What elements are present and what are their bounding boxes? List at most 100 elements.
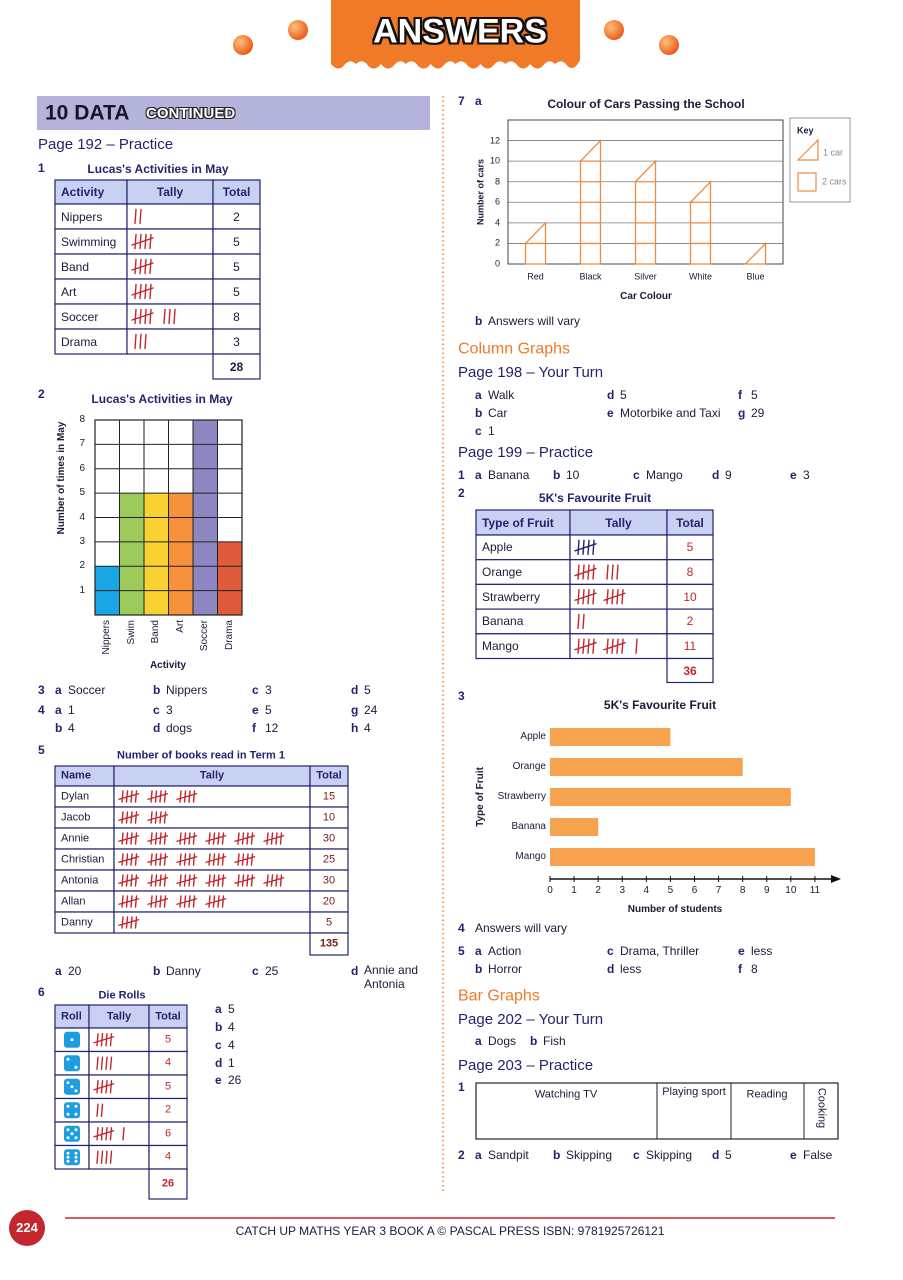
answer-letter: c [153,702,160,717]
tally [118,790,198,803]
tally [93,1127,125,1141]
grand-total: 135 [319,937,339,950]
question-number: 3 [458,688,465,703]
die-pip [74,1065,78,1069]
chart-title: Colour of Cars Passing the School [547,96,745,111]
answer-text: 4 [68,720,75,735]
answer-text: 25 [265,963,279,978]
answer-text: Car [488,405,508,420]
answer-letter: e [790,1147,797,1162]
x-tick-label: Black [579,271,602,282]
x-tick-label: 9 [763,885,770,896]
y-tick-label: Apple [520,731,546,742]
answer-letter: d [712,1147,720,1162]
page-heading: Page 203 – Practice [458,1057,594,1074]
column-header: Tally [106,1009,132,1022]
header-title: ANSWERS [373,12,547,51]
die-pip [74,1104,78,1108]
answer-text: Soccer [68,682,106,697]
answer-letter: f [252,720,256,735]
table-cell [113,806,311,829]
row-label: Art [61,284,77,299]
row-total: 4 [164,1056,172,1069]
answer-letter: e [607,405,614,420]
answer-letter: a [215,1001,222,1016]
y-tick-label: 7 [79,438,85,450]
table-cell [212,278,261,305]
tally [574,638,638,654]
answer-text: 5 [751,387,758,402]
header-tab [331,0,580,69]
bar [550,788,791,806]
answer-letter: c [215,1037,222,1052]
x-tick-label: 11 [809,885,821,896]
table-cell [113,785,311,808]
row-total: 2 [164,1103,172,1116]
y-tick-label: Strawberry [497,791,546,802]
answer-text: Answers will vary [488,313,581,328]
decor-dot [659,35,679,55]
answer-text: Horror [488,961,523,976]
tally [574,539,597,556]
column-header: Tally [199,769,225,782]
tally [118,853,256,866]
table-title: 5K's Favourite Fruit [538,490,652,505]
y-tick-label: 1 [79,584,85,596]
die-face [64,1149,80,1166]
answer-letter: b [475,961,483,976]
answer-letter: d [607,387,615,402]
key-item: 2 cars [822,176,847,187]
row-label: Soccer [61,309,99,324]
table-cell [212,353,261,380]
y-tick-label: 10 [489,155,500,166]
tally [118,895,227,908]
answer-text: 1 [68,702,75,717]
row-label: Apple [482,540,513,555]
answer-text: 4 [228,1037,235,1052]
answer-text: 5 [228,1001,235,1016]
answer-letter: f [738,387,742,402]
question-part: a [475,93,482,108]
answer-text: 3 [166,702,173,717]
table-cell [54,328,128,355]
x-axis-label: Number of students [627,904,723,915]
row-label: Strawberry [482,589,541,604]
table-title: Lucas's Activities in May [87,161,229,176]
answer-text: 1 [228,1055,235,1070]
answer-letter: a [475,1147,482,1162]
column-header: Tally [156,184,184,199]
column-header: Type of Fruit [482,515,554,530]
y-tick-label: Banana [511,821,546,832]
row-total: 6 [164,1127,172,1140]
answer-text: 12 [265,720,279,735]
x-tick-label: Red [527,271,544,282]
x-tick-label: 10 [785,885,797,896]
topic-heading: Bar Graphs [458,987,540,1005]
answer-text: 9 [725,467,732,482]
table-cell [666,559,714,586]
answer-text: 4 [364,720,371,735]
page-badge [9,1210,45,1246]
x-tick-label: 6 [691,885,698,896]
die-pip [66,1151,70,1155]
answer-text: less [620,961,642,976]
row-total: 5 [164,1080,172,1093]
answer-text: Walk [488,387,515,402]
answer-letter: d [351,682,359,697]
answer-text: 3 [803,467,810,482]
decor-dot [233,35,253,55]
strip-label: Playing sport [662,1086,726,1098]
answer-letter: c [252,963,259,978]
y-tick-label: 3 [79,535,85,547]
answer-text: Motorbike and Taxi [620,405,721,420]
table-cell [126,328,214,355]
row-label: Dylan [61,789,90,802]
pictograph-bar [578,138,602,265]
question-number: 1 [38,160,45,175]
answer-letter: e [252,702,259,717]
row-label: Allan [61,894,86,907]
page-heading: Page 199 – Practice [458,444,594,461]
answer-letter: a [55,963,62,978]
x-tick-label: 7 [715,885,722,896]
answer-text: Annie and Antonia [364,963,419,992]
